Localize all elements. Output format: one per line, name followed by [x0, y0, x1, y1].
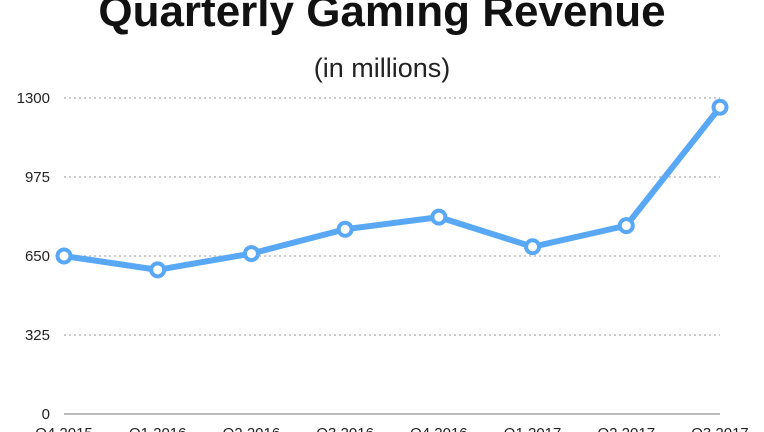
y-tick-label: 975: [25, 169, 50, 186]
x-tick-label: Q3 2017: [691, 425, 749, 432]
data-point: [149, 261, 167, 279]
data-point: [524, 238, 542, 256]
chart-subtitle: (in millions): [314, 53, 451, 83]
x-tick-label: Q4 2016: [410, 425, 468, 432]
x-tick-label: Q2 2017: [598, 425, 656, 432]
series-layer: [55, 98, 729, 279]
y-axis-ticks: 0 325 650 975 1300: [17, 90, 50, 423]
series-line: [61, 104, 723, 273]
data-point: [336, 220, 354, 238]
y-tick-label: 1300: [17, 90, 50, 107]
data-point: [242, 245, 260, 263]
x-tick-label: Q2 2016: [223, 425, 281, 432]
data-point: [617, 217, 635, 235]
data-point: [55, 247, 73, 265]
x-tick-label: Q4 2015: [35, 425, 93, 432]
x-tick-label: Q1 2017: [504, 425, 562, 432]
x-tick-label: Q3 2016: [316, 425, 374, 432]
x-axis-ticks: Q4 2015 Q1 2016 Q2 2016 Q3 2016 Q4 2016 Q1 20…: [35, 425, 749, 432]
data-point: [711, 98, 729, 116]
y-tick-label: 0: [42, 406, 50, 423]
data-point: [430, 208, 448, 226]
chart-title: Quarterly Gaming Revenue: [98, 0, 665, 36]
y-tick-label: 650: [25, 248, 50, 265]
x-tick-label: Q1 2016: [129, 425, 187, 432]
gridlines: [64, 97, 720, 415]
y-tick-label: 325: [25, 327, 50, 344]
